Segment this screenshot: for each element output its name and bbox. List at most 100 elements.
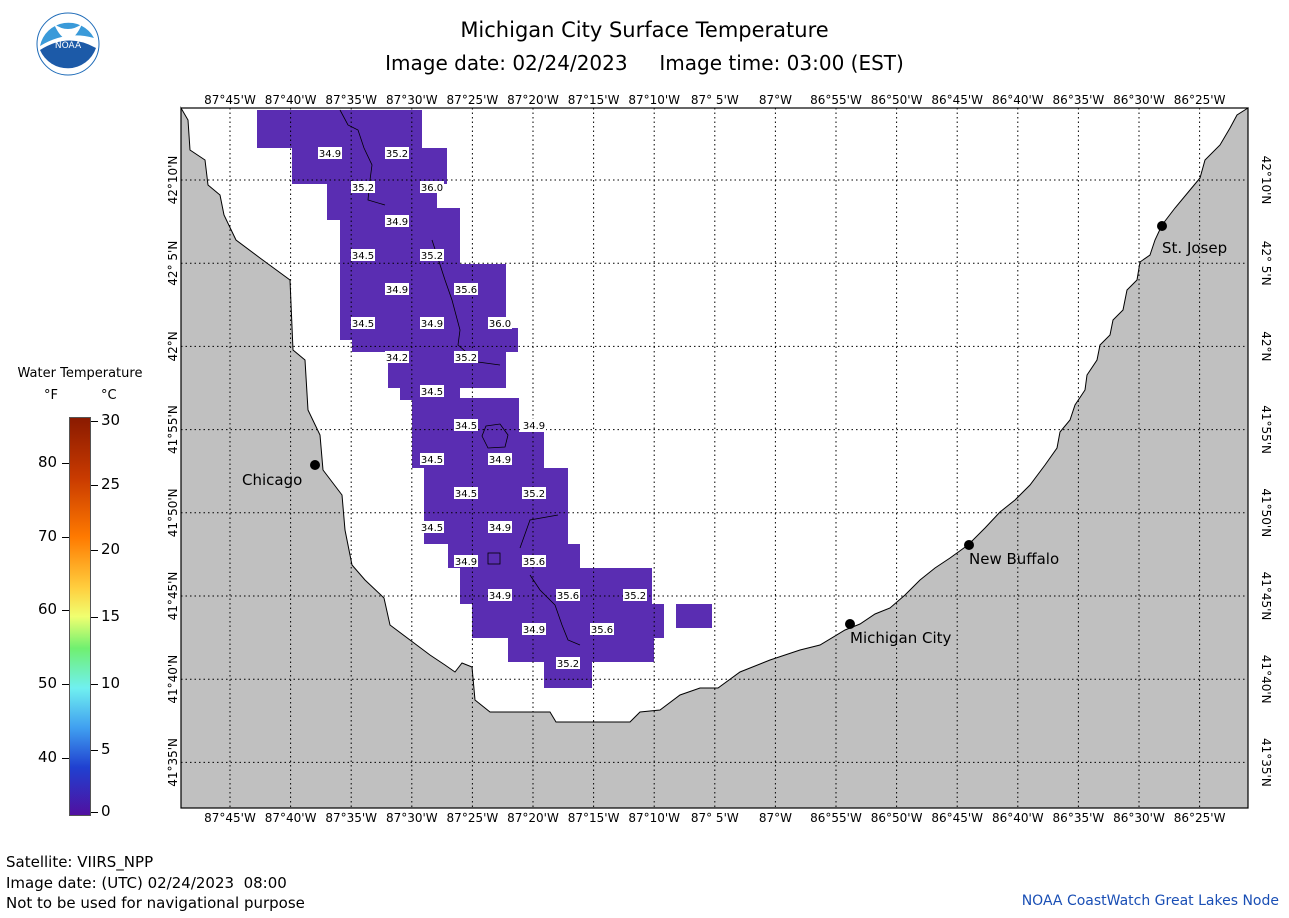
city-label: St. Josep	[1162, 239, 1227, 257]
longitude-label: 86°55'W	[810, 811, 862, 825]
longitude-label: 86°40'W	[992, 811, 1044, 825]
longitude-label: 86°30'W	[1113, 93, 1165, 107]
longitude-label: 86°25'W	[1174, 811, 1226, 825]
satellite-info: Satellite: VIIRS_NPP	[6, 853, 154, 871]
longitude-label: 87°40'W	[265, 811, 317, 825]
legend-f-tick: 70	[38, 527, 58, 545]
temperature-label: 34.9	[455, 557, 477, 568]
temperature-label-bg	[385, 215, 409, 227]
longitude-label: 86°45'W	[931, 811, 983, 825]
temperature-label-bg	[488, 521, 512, 533]
temperature-label-bg	[385, 351, 409, 363]
temperature-label: 36.0	[489, 319, 511, 330]
longitude-label: 86°25'W	[1174, 93, 1226, 107]
latitude-label: 41°55'N	[166, 405, 180, 454]
legend-f-tick: 80	[38, 453, 58, 471]
longitude-label: 87°45'W	[204, 93, 256, 107]
temperature-label: 34.5	[421, 523, 443, 534]
temperature-label: 34.9	[319, 149, 341, 160]
longitude-label: 86°35'W	[1053, 93, 1105, 107]
longitude-label: 86°30'W	[1113, 811, 1165, 825]
temperature-label: 35.6	[455, 285, 477, 296]
latitude-labels-left: 42°10'N 42° 5'N 42°N 41°55'N 41°50'N 41°45'N 4…	[166, 156, 180, 787]
longitude-label: 86°35'W	[1053, 811, 1105, 825]
latitude-label: 42°N	[166, 331, 180, 361]
map-title: Michigan City Surface Temperature	[460, 18, 829, 42]
latitude-label: 42° 5'N	[1259, 241, 1273, 286]
temperature-label: 34.9	[489, 591, 511, 602]
temperature-label-bg	[623, 589, 647, 601]
temperature-label: 34.9	[386, 285, 408, 296]
image-time: Image time: 03:00 (EST)	[659, 51, 904, 75]
legend-f-tick: 50	[38, 674, 58, 692]
temperature-label-bg	[556, 657, 580, 669]
land-area	[180, 106, 1249, 809]
latitude-label: 42° 5'N	[166, 241, 180, 286]
longitude-label: 87°35'W	[325, 811, 377, 825]
temperature-label-bg	[522, 487, 546, 499]
latitude-label: 41°35'N	[166, 738, 180, 787]
legend-title: Water Temperature	[17, 366, 143, 381]
temperature-label: 34.9	[489, 523, 511, 534]
legend-tick-mark	[62, 758, 69, 759]
legend-tick-mark	[91, 812, 98, 813]
city-label: Chicago	[242, 471, 302, 489]
legend-tick-mark	[91, 550, 98, 551]
temperature-label: 35.2	[421, 251, 443, 262]
temperature-label: 34.9	[386, 217, 408, 228]
temperature-label: 35.2	[523, 489, 545, 500]
temperature-label: 34.5	[352, 319, 374, 330]
temperature-label: 34.5	[455, 421, 477, 432]
temperature-label: 35.6	[591, 625, 613, 636]
temperature-label-bg	[488, 317, 512, 329]
legend-tick-mark	[62, 610, 69, 611]
city-dot	[1157, 221, 1167, 231]
legend-c-tick: 0	[101, 802, 111, 820]
temperature-label: 34.5	[455, 489, 477, 500]
legend-c-tick: 15	[101, 607, 121, 625]
city-label: New Buffalo	[969, 550, 1059, 568]
longitude-label: 86°50'W	[871, 93, 923, 107]
temperature-label-bg	[522, 555, 546, 567]
legend-tick-mark	[62, 684, 69, 685]
legend-c-tick: 30	[101, 411, 121, 429]
latitude-label: 41°55'N	[1259, 405, 1273, 454]
temperature-label: 34.9	[523, 421, 545, 432]
temperature-label-bg	[351, 317, 375, 329]
city-dot	[845, 619, 855, 629]
latitude-label: 41°50'N	[166, 488, 180, 537]
temperature-label-bg	[351, 249, 375, 261]
longitude-label: 86°40'W	[992, 93, 1044, 107]
temperature-label-bg	[385, 283, 409, 295]
legend-f-tick: 60	[38, 600, 58, 618]
longitude-label: 87°25'W	[447, 811, 499, 825]
temperature-label: 35.6	[523, 557, 545, 568]
temperature-label-bg	[318, 147, 342, 159]
temperature-label-bg	[420, 385, 444, 397]
temperature-label-bg	[454, 555, 478, 567]
latitude-label: 42°N	[1259, 331, 1273, 361]
legend-tick-mark	[62, 463, 69, 464]
longitude-label: 87°10'W	[628, 93, 680, 107]
city-label: Michigan City	[850, 629, 952, 647]
temperature-label-bg	[590, 623, 614, 635]
longitude-label: 86°55'W	[810, 93, 862, 107]
latitude-label: 41°40'N	[166, 655, 180, 704]
temperature-label-bg	[420, 521, 444, 533]
credit-text: NOAA CoastWatch Great Lakes Node	[1021, 893, 1279, 909]
temperature-label-bg	[488, 589, 512, 601]
longitude-label: 87°45'W	[204, 811, 256, 825]
temperature-label: 34.9	[523, 625, 545, 636]
legend-tick-mark	[91, 750, 98, 751]
temperature-label: 35.6	[557, 591, 579, 602]
longitude-label: 87° 5'W	[691, 93, 739, 107]
temperature-colorbar	[69, 417, 91, 816]
map-subtitle: Image date: 02/24/2023 Image time: 03:00…	[0, 51, 1289, 75]
longitude-label: 87°20'W	[507, 811, 559, 825]
temperature-label: 34.9	[421, 319, 443, 330]
temperature-label-bg	[351, 181, 375, 193]
temperature-contours	[339, 109, 581, 646]
temperature-label: 35.2	[455, 353, 477, 364]
city-dot	[310, 460, 320, 470]
city-dot	[964, 540, 974, 550]
